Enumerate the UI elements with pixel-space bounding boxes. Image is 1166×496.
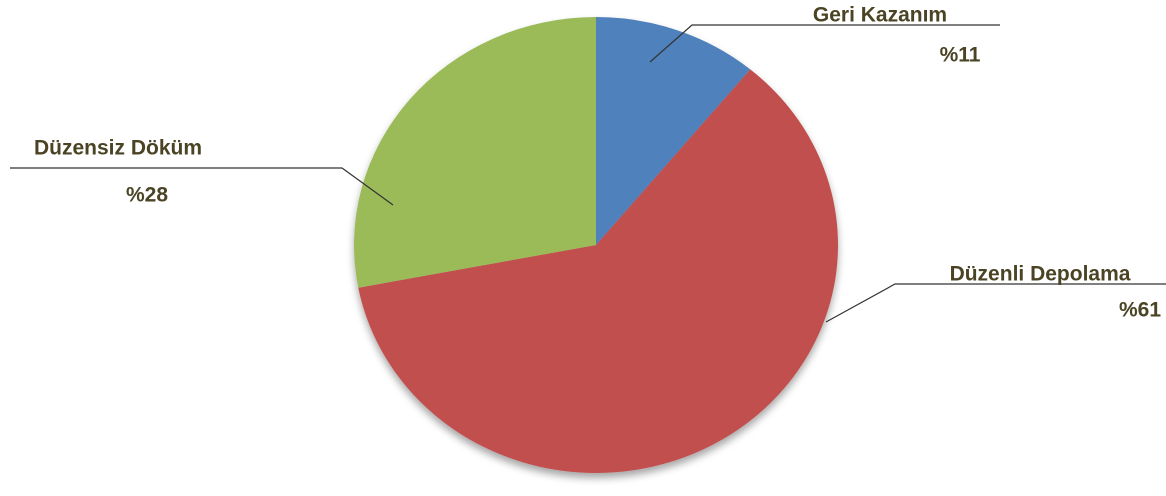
- leader-line: [649, 24, 1000, 63]
- value-label: %28: [126, 184, 168, 207]
- category-label: Geri Kazanım: [813, 4, 947, 27]
- value-label: %11: [940, 44, 981, 67]
- leader-line: [10, 167, 394, 206]
- category-label: Düzensiz Döküm: [34, 137, 202, 160]
- pie-slice: [358, 69, 838, 473]
- value-label: %61: [1119, 299, 1161, 322]
- pie: [354, 17, 838, 473]
- leader-line: [825, 283, 1166, 323]
- pie-slice: [596, 17, 751, 245]
- category-label: Düzenli Depolama: [950, 263, 1131, 286]
- pie-slice: [354, 17, 596, 288]
